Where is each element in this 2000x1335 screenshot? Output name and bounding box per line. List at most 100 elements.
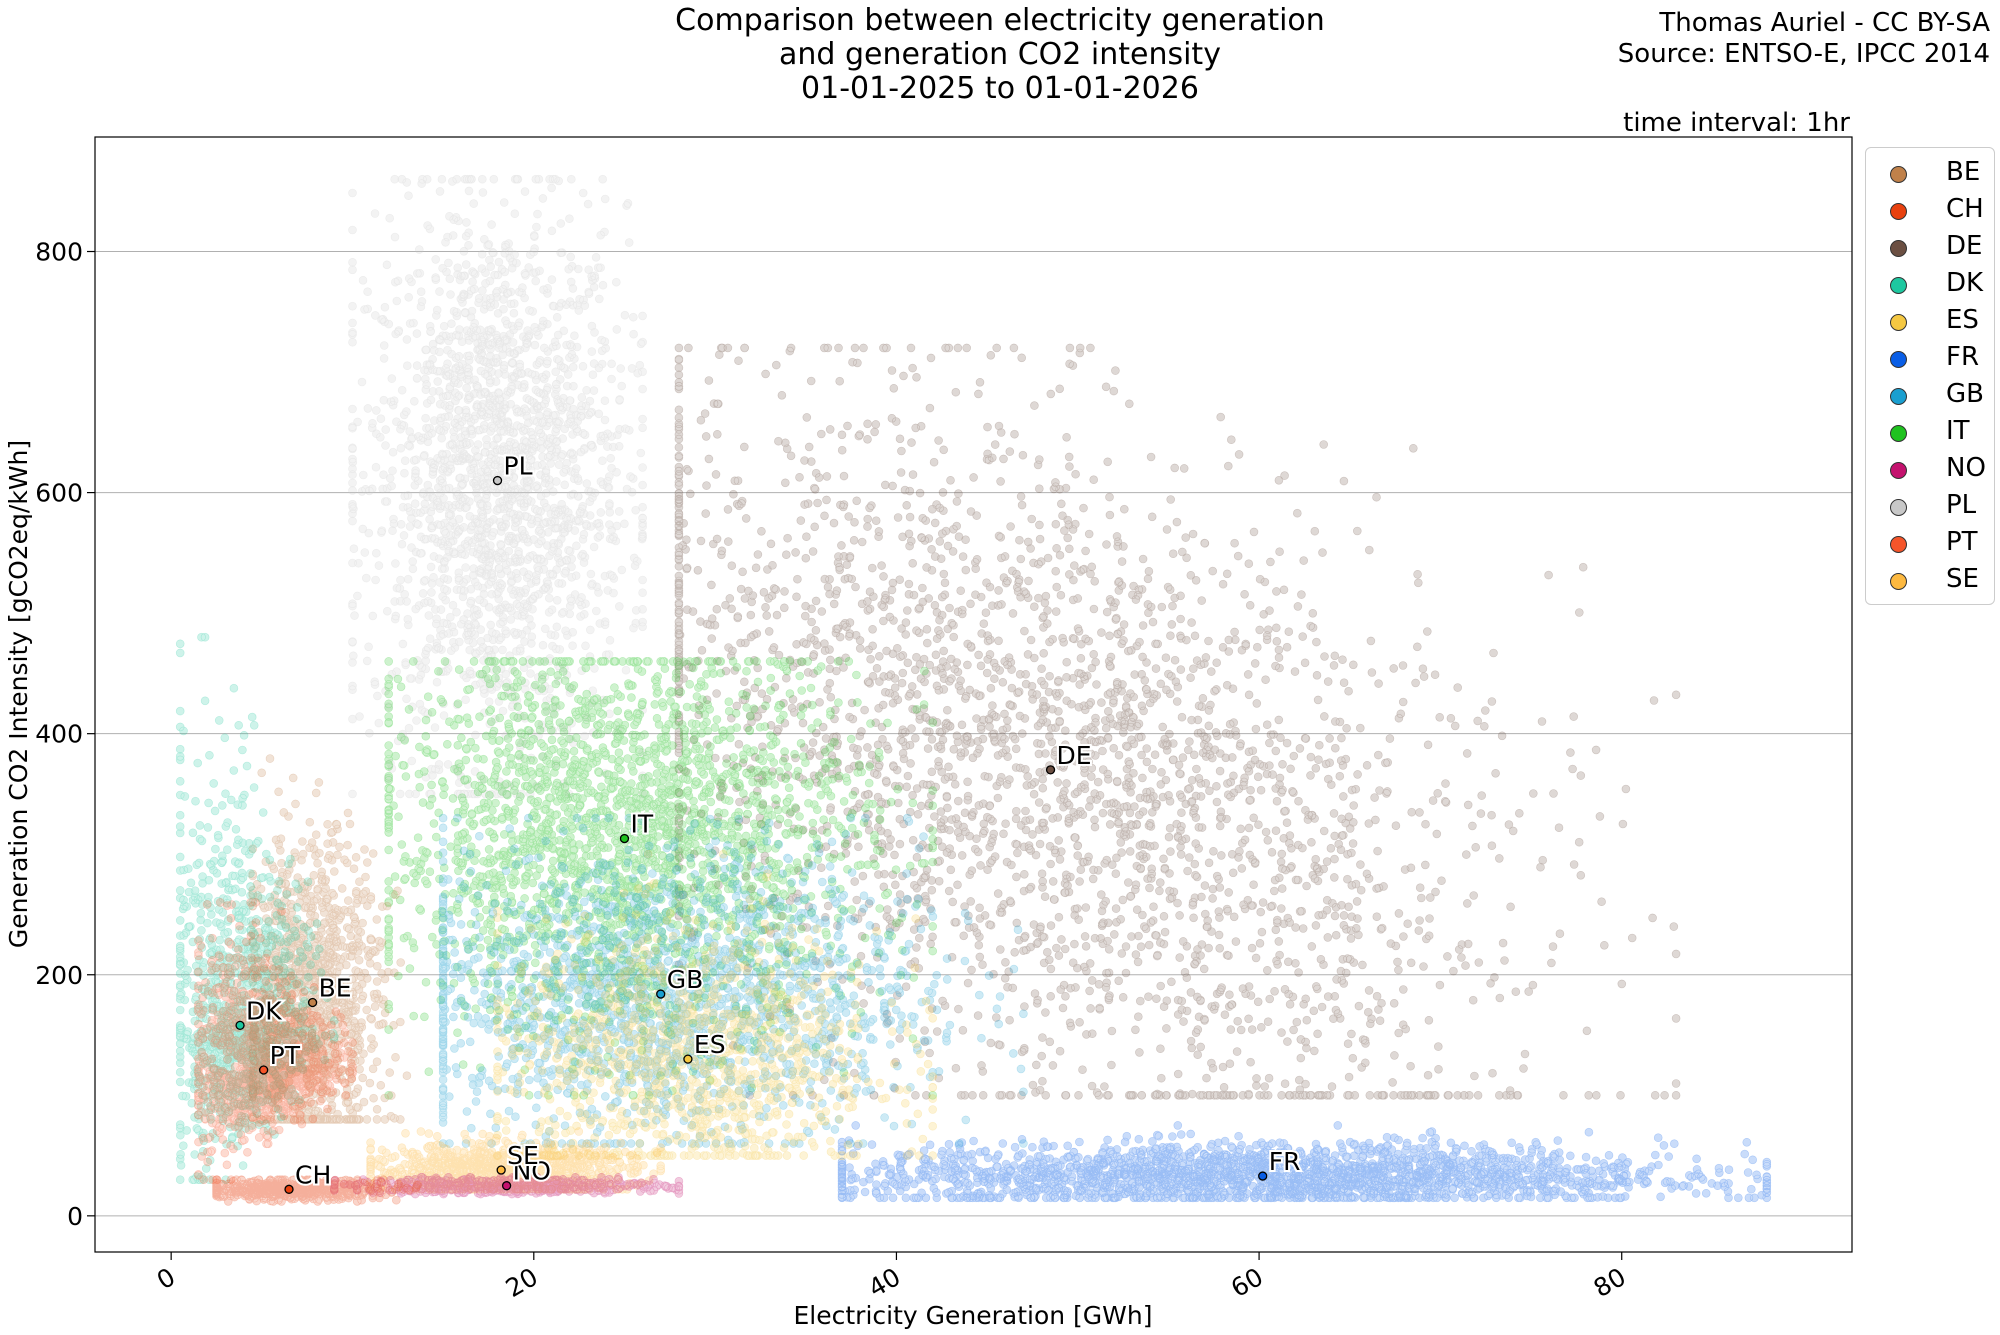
mean-point-ch [284, 1184, 294, 1194]
legend-item-no: NO [1866, 451, 1994, 488]
mean-label-es: ES [694, 1030, 726, 1059]
legend-item-dk: DK [1866, 266, 1994, 303]
x-tick-label: 60 [1226, 1262, 1268, 1303]
series-pl-scatter [348, 174, 647, 799]
legend-marker [1890, 240, 1907, 257]
y-axis-label: Generation CO2 Intensity [gCO2eq/kWh] [4, 440, 33, 948]
title-line-1: Comparison between electricity generatio… [675, 3, 1325, 38]
chart-title: Comparison between electricity generatio… [0, 4, 2000, 106]
legend-label: FR [1946, 342, 1980, 372]
series-it-points [384, 657, 938, 1100]
mean-label-be: BE [319, 973, 352, 1002]
legend-marker [1890, 203, 1907, 220]
series-es-scatter [493, 849, 938, 1160]
legend-item-es: ES [1866, 303, 1994, 340]
x-tick-label: 80 [1589, 1262, 1631, 1303]
mean-point-es [683, 1054, 693, 1064]
series-it-scatter [384, 657, 938, 1100]
y-tick-label: 800 [35, 238, 83, 267]
series-ch-points [212, 1175, 422, 1206]
x-tick-label: 0 [152, 1262, 180, 1295]
series-es-points [493, 849, 938, 1160]
credit-line-1: Thomas Auriel - CC BY-SA [1659, 8, 1990, 38]
mean-point-dk [235, 1020, 245, 1031]
mean-label-pt: PT [270, 1041, 301, 1070]
legend-label: DE [1946, 231, 1983, 261]
legend-marker [1890, 314, 1907, 331]
mean-label-it: IT [630, 810, 653, 839]
legend-marker [1890, 351, 1907, 368]
legend-item-ch: CH [1866, 192, 1994, 229]
legend-marker [1890, 166, 1907, 183]
legend: BE CH DE DK ES FR GB IT NO PL PT SE [1865, 147, 1995, 605]
mean-label-pl: PL [504, 452, 533, 481]
mean-label-dk: DK [246, 996, 282, 1025]
legend-label: IT [1946, 416, 1970, 446]
legend-item-pt: PT [1866, 525, 1994, 562]
legend-item-se: SE [1866, 562, 1994, 599]
legend-item-be: BE [1866, 155, 1994, 192]
series-pl-points [348, 174, 647, 799]
series-fr-points [837, 1121, 1772, 1203]
y-tick-label: 200 [35, 961, 83, 990]
time-interval-label: time interval: 1hr [1623, 108, 1850, 138]
mean-label-fr: FR [1269, 1147, 1301, 1176]
mean-label-ch: CH [295, 1160, 331, 1189]
grid-lines [95, 251, 1852, 1217]
mean-point-it [619, 833, 630, 844]
series-fr-scatter [837, 1121, 1772, 1203]
series-gb-points [438, 813, 1028, 1148]
series-pt-scatter [194, 898, 357, 1184]
legend-marker [1890, 388, 1907, 405]
legend-marker [1890, 573, 1907, 590]
y-tick-label: 400 [35, 720, 83, 749]
legend-label: CH [1946, 194, 1984, 224]
legend-label: GB [1946, 379, 1984, 409]
mean-point-pt [258, 1065, 269, 1075]
mean-point-be [307, 997, 318, 1008]
y-tick-label: 600 [35, 479, 83, 508]
legend-label: PT [1946, 527, 1978, 557]
title-line-3: 01-01-2025 to 01-01-2026 [801, 71, 1199, 106]
legend-label: BE [1946, 157, 1981, 187]
legend-label: SE [1946, 564, 1979, 594]
mean-label-de: DE [1057, 741, 1092, 770]
series-gb-scatter [438, 813, 1028, 1148]
mean-label-gb: GB [667, 965, 704, 994]
legend-item-it: IT [1866, 414, 1994, 451]
x-tick-label: 40 [863, 1262, 905, 1303]
mean-point-pl [492, 475, 503, 486]
mean-point-se [496, 1165, 506, 1175]
mean-point-fr [1258, 1171, 1268, 1181]
legend-marker [1890, 277, 1907, 294]
mean-label-no: NO [513, 1157, 551, 1186]
series-dk-points [175, 632, 339, 1184]
legend-marker [1890, 462, 1907, 479]
series-be-scatter [248, 754, 412, 1124]
x-tick-label: 20 [501, 1262, 543, 1303]
legend-marker [1890, 536, 1907, 553]
legend-label: DK [1946, 268, 1984, 298]
mean-point-no [501, 1181, 512, 1191]
legend-label: ES [1946, 305, 1979, 335]
legend-item-fr: FR [1866, 340, 1994, 377]
series-dk-scatter [175, 632, 339, 1184]
series-de-points [674, 343, 1681, 1100]
plot-frame [94, 136, 1853, 1253]
legend-marker [1890, 499, 1907, 516]
series-ch-scatter [212, 1175, 422, 1206]
credit-text: Thomas Auriel - CC BY-SA Source: ENTSO-E… [1618, 8, 1990, 70]
title-line-2: and generation CO2 intensity [779, 37, 1221, 72]
credit-line-2: Source: ENTSO-E, IPCC 2014 [1617, 39, 1990, 69]
legend-item-gb: GB [1866, 377, 1994, 414]
legend-item-pl: PL [1866, 488, 1994, 525]
legend-label: NO [1946, 453, 1986, 483]
data-points [175, 174, 1772, 1206]
series-pt-points [194, 898, 357, 1184]
legend-item-de: DE [1866, 229, 1994, 266]
legend-label: PL [1946, 490, 1977, 520]
mean-markers: BE CH DE DK ES FR GB IT NO PL PT SE [235, 450, 1302, 1194]
y-tick-label: 0 [67, 1202, 83, 1231]
mean-label-se: SE [507, 1141, 539, 1170]
